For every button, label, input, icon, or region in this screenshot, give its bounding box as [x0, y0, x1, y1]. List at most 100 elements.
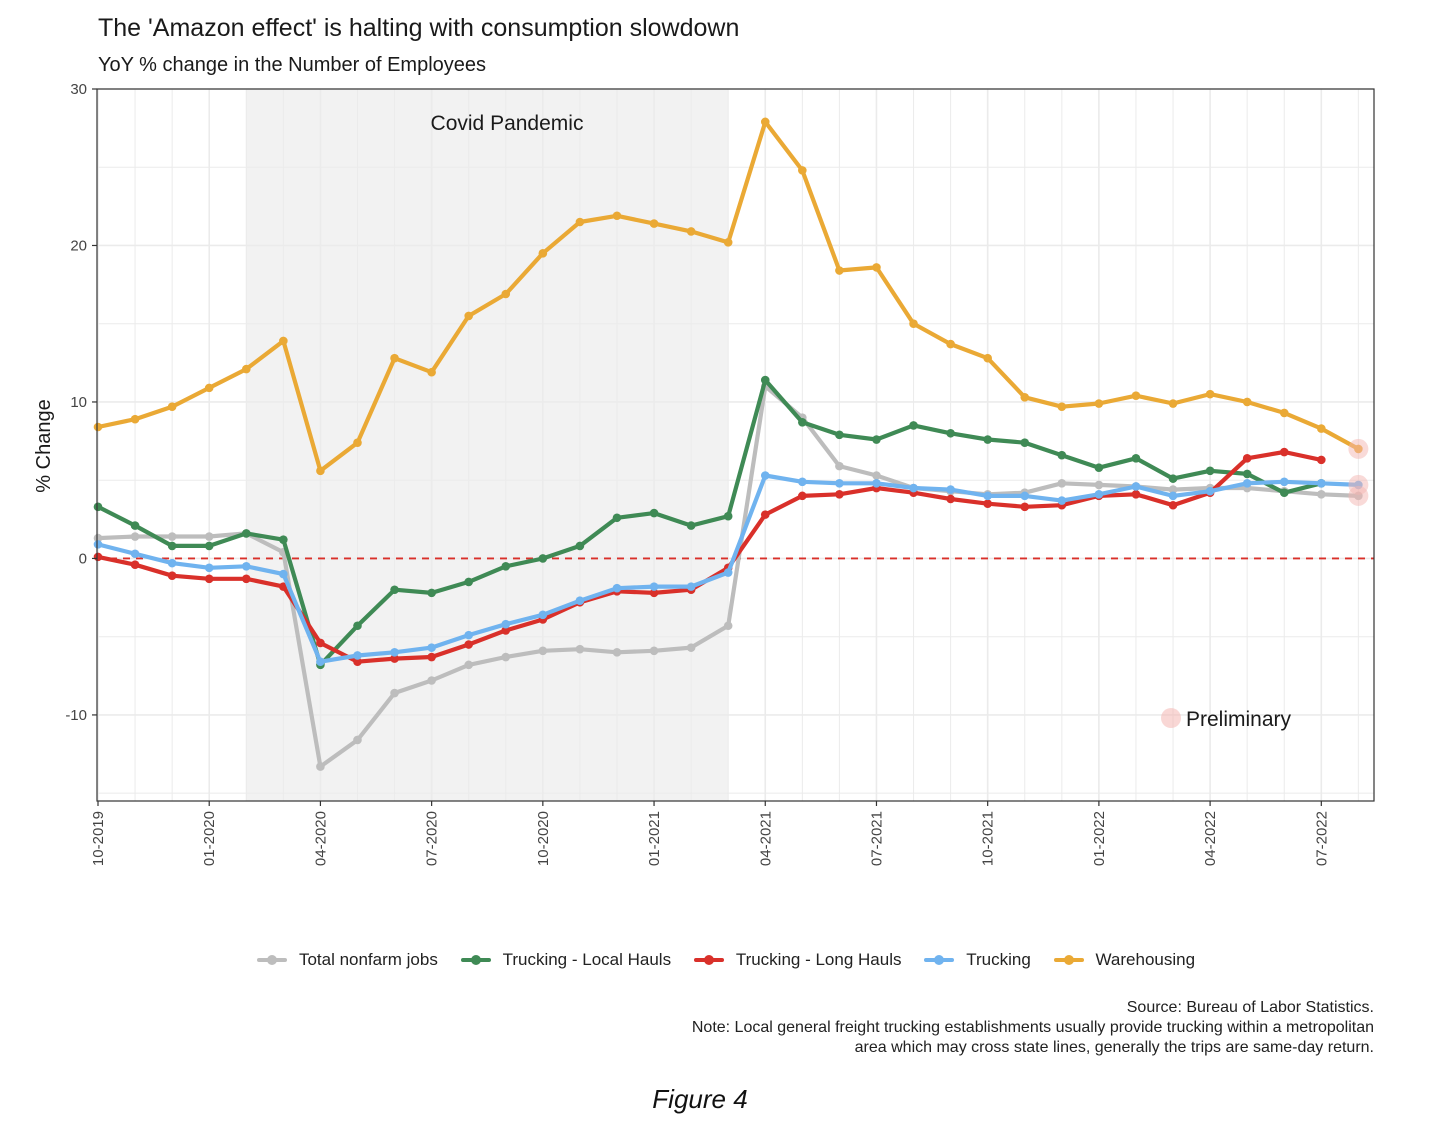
data-point [427, 588, 436, 598]
data-point [1205, 466, 1215, 476]
data-point [983, 435, 992, 444]
legend-label: Warehousing [1095, 950, 1196, 969]
data-point [93, 552, 103, 562]
data-point [130, 560, 140, 570]
x-tick-label: 04-2020 [312, 811, 329, 866]
y-axis-label: % Change [33, 399, 55, 492]
data-point [501, 626, 511, 635]
data-point [390, 654, 399, 663]
data-point [1168, 500, 1178, 510]
data-point [1205, 389, 1215, 399]
data-point [316, 762, 325, 771]
data-point [1279, 447, 1289, 457]
data-point [686, 227, 696, 236]
data-point [130, 521, 140, 530]
data-point [760, 510, 770, 519]
data-point [1168, 474, 1178, 483]
data-point [909, 319, 918, 329]
data-point [538, 610, 548, 620]
data-point [649, 646, 659, 656]
chart-title: The 'Amazon effect' is halting with cons… [98, 14, 740, 42]
covid-pandemic-label: Covid Pandemic [431, 112, 584, 135]
data-point [1205, 486, 1215, 496]
data-point [93, 540, 103, 549]
data-point [501, 619, 511, 629]
data-point [1279, 488, 1289, 498]
x-tick-label: 04-2021 [757, 811, 774, 866]
line-chart: -10 0 10 20 30 10-2019 01-2020 04-2020 07-2020 10… [33, 81, 1375, 866]
data-point [93, 502, 103, 512]
series-trucking [93, 471, 1363, 667]
data-point [1168, 491, 1178, 501]
data-point [167, 558, 177, 568]
legend-item-trucking: Trucking [922, 948, 1031, 972]
data-point [1057, 479, 1067, 488]
legend-label: Trucking - Long Hauls [735, 950, 902, 969]
data-point [946, 494, 955, 504]
data-point [316, 638, 325, 648]
data-point [167, 532, 177, 541]
data-point [204, 383, 214, 393]
legend-item-trucking-long: Trucking - Long Hauls [692, 948, 902, 972]
note-line-2: area which may cross state lines, genera… [854, 1039, 1374, 1056]
data-point [872, 435, 881, 444]
data-point [1131, 482, 1141, 491]
data-point [464, 660, 474, 670]
data-point [279, 336, 288, 346]
data-point [464, 640, 474, 649]
data-point [390, 688, 399, 698]
data-point [1317, 489, 1326, 499]
data-point [167, 402, 177, 411]
data-point [723, 238, 733, 247]
data-point [649, 219, 659, 228]
data-point [241, 364, 251, 374]
data-point [649, 582, 659, 591]
series-warehousing [93, 117, 1363, 476]
x-tick-label: 10-2021 [980, 811, 997, 866]
data-point [538, 646, 548, 656]
data-point [1317, 424, 1326, 433]
data-point [649, 508, 659, 518]
data-point [130, 549, 140, 559]
data-point [798, 477, 807, 487]
data-point [1242, 479, 1252, 488]
x-tick-label: 10-2019 [90, 811, 107, 866]
preliminary-point-marker [1348, 438, 1369, 459]
data-point [1242, 469, 1252, 479]
data-point [1094, 399, 1104, 408]
data-point [1057, 496, 1067, 505]
x-tick-label: 04-2022 [1202, 811, 1219, 866]
legend: Total nonfarm jobs Trucking - Local Haul… [0, 948, 1450, 977]
data-point [204, 563, 214, 573]
data-point [686, 582, 696, 591]
data-point [464, 311, 474, 321]
x-tick-label: 10-2020 [535, 811, 552, 866]
x-tick-label: 07-2022 [1313, 811, 1330, 866]
data-point [1317, 479, 1326, 488]
series-line [95, 378, 1324, 668]
y-tick-label: 0 [79, 550, 87, 567]
data-point [501, 561, 511, 571]
data-point [538, 249, 548, 258]
legend-key-icon [459, 948, 493, 972]
data-point [390, 353, 399, 363]
data-point [1020, 438, 1030, 447]
y-tick-label: 10 [70, 394, 87, 411]
chart-subtitle: YoY % change in the Number of Employees [98, 54, 487, 76]
y-tick-label: 30 [70, 81, 87, 98]
legend-key-icon [692, 948, 726, 972]
data-point [872, 471, 881, 480]
data-point [872, 479, 881, 488]
data-point [204, 532, 214, 541]
data-point [464, 630, 474, 640]
note-line-1: Note: Local general freight trucking est… [691, 1019, 1374, 1036]
data-point [353, 621, 362, 631]
data-point [241, 561, 251, 571]
data-point [946, 428, 955, 438]
data-point [1279, 408, 1289, 418]
data-point [835, 479, 844, 488]
data-point [390, 648, 399, 657]
data-point [909, 483, 918, 493]
data-point [575, 541, 585, 551]
data-point [1094, 480, 1104, 490]
